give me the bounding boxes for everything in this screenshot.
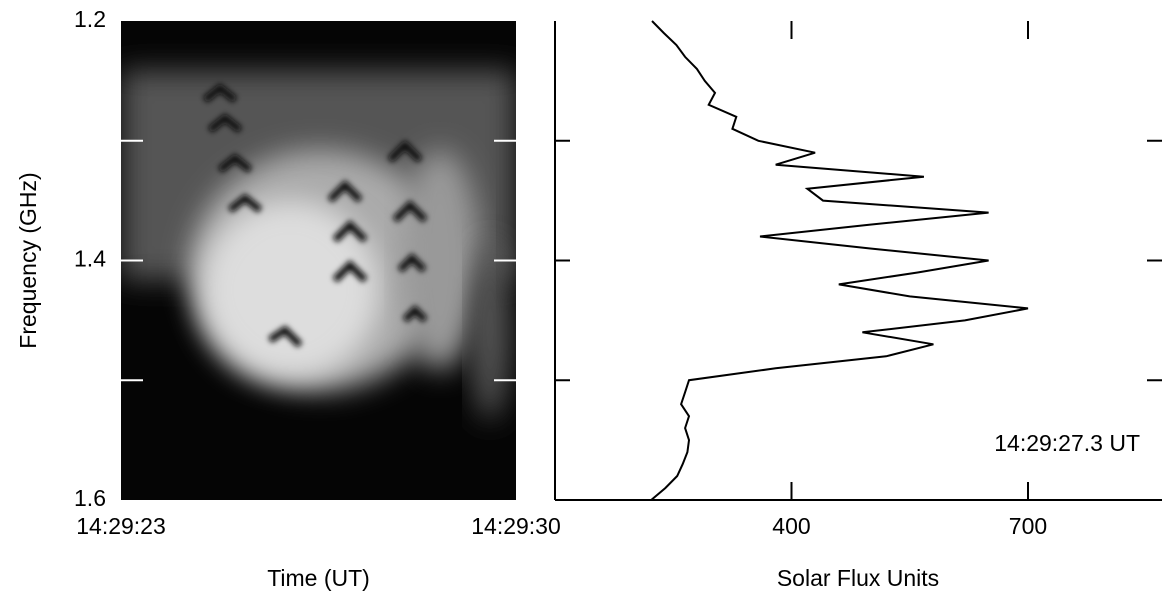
x-tick-label: 400	[772, 513, 810, 539]
x-axis-label: Solar Flux Units	[777, 565, 939, 591]
y-tick-label: 1.6	[74, 485, 106, 511]
x-tick-label: 700	[1009, 513, 1047, 539]
flux-line	[650, 20, 1029, 501]
y-axis-label: Frequency (GHz)	[15, 172, 41, 348]
annotation: 14:29:27.3 UT	[994, 430, 1140, 456]
y-tick-label: 1.2	[74, 6, 106, 32]
x-tick-label: 14:29:30	[471, 513, 561, 539]
x-tick-label: 14:29:23	[76, 513, 166, 539]
y-tick-label: 1.4	[74, 246, 106, 272]
x-axis-label: Time (UT)	[267, 565, 370, 591]
spectrogram-image	[121, 21, 516, 500]
